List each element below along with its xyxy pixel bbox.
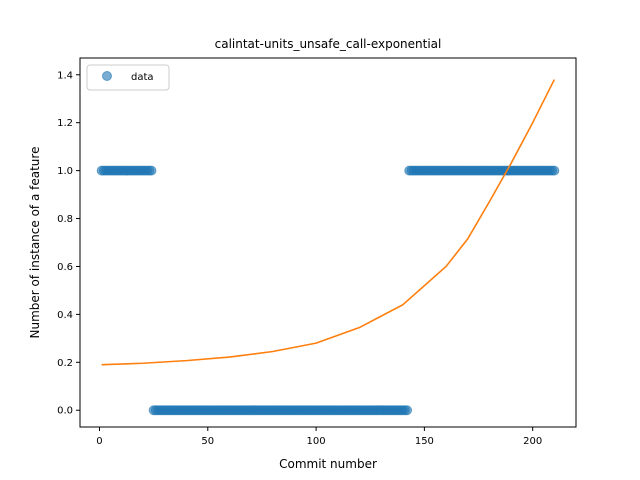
legend-box — [86, 64, 170, 91]
data-point — [146, 165, 157, 176]
y-axis-label: Number of instance of a feature — [28, 147, 42, 339]
y-tick-label: 0.8 — [57, 214, 73, 225]
x-axis: 0 50 100 150 200 — [96, 427, 542, 447]
x-tick-label: 150 — [415, 436, 434, 447]
y-tick-label: 1.2 — [57, 118, 73, 129]
x-tick-label: 200 — [523, 436, 542, 447]
y-tick-label: 0.0 — [57, 406, 73, 417]
legend-marker — [102, 71, 112, 81]
y-tick-label: 1.4 — [57, 70, 73, 81]
chart-title: calintat-units_unsafe_call-exponential — [215, 37, 442, 51]
x-tick-label: 0 — [96, 436, 102, 447]
data-point — [549, 165, 560, 176]
axes-frame — [79, 57, 577, 428]
y-axis: 0.0 0.2 0.4 0.6 0.8 1.0 1.2 1.4 — [57, 70, 80, 417]
legend: data — [86, 64, 170, 91]
plot-area — [96, 79, 560, 416]
y-tick-label: 1.0 — [57, 166, 73, 177]
fit-line — [101, 79, 556, 366]
x-tick-label: 50 — [201, 436, 214, 447]
y-tick-label: 0.4 — [57, 310, 73, 321]
data-point — [402, 405, 413, 416]
x-axis-label: Commit number — [279, 457, 377, 471]
y-tick-label: 0.6 — [57, 262, 73, 273]
legend-label: data — [131, 72, 154, 83]
x-tick-label: 100 — [307, 436, 326, 447]
y-tick-label: 0.2 — [57, 358, 73, 369]
